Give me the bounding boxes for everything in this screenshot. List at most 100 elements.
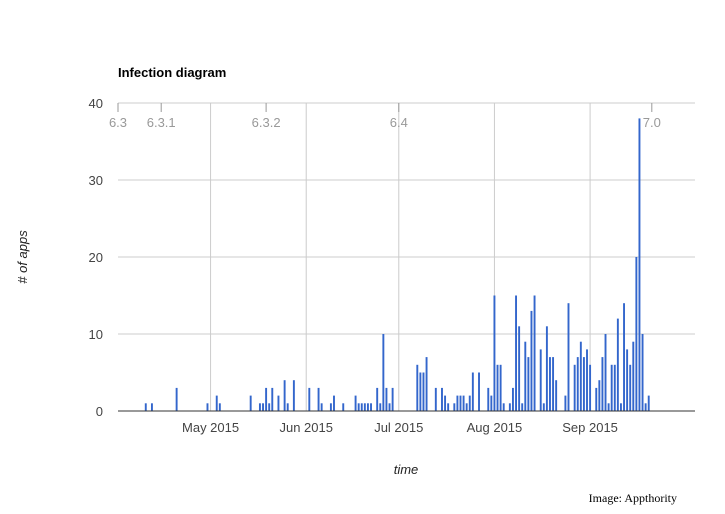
bar (499, 364, 502, 411)
bar (342, 403, 345, 411)
bar (604, 334, 607, 411)
bar (533, 295, 536, 411)
bar (258, 403, 261, 411)
bar (206, 403, 209, 411)
bar (595, 387, 598, 411)
bar (453, 403, 456, 411)
bar (354, 395, 357, 411)
bar (370, 403, 372, 411)
bar (576, 357, 579, 411)
bar (292, 380, 295, 411)
bar (376, 387, 379, 411)
bar (320, 403, 323, 411)
bar (613, 364, 616, 411)
bar (549, 357, 551, 411)
y-tick-label: 10 (89, 327, 103, 342)
bar (515, 295, 517, 411)
x-axis-label: time (394, 462, 419, 477)
bar (277, 395, 280, 411)
bar (471, 372, 474, 411)
bar (493, 295, 496, 411)
bar (385, 387, 388, 411)
bar (456, 395, 459, 411)
bar (218, 403, 221, 411)
y-tick-label: 0 (96, 404, 103, 419)
bar (598, 380, 601, 411)
bar (379, 403, 382, 411)
y-tick-label: 30 (89, 173, 103, 188)
release-marker-label: 6.4 (390, 115, 408, 130)
bar (610, 364, 613, 411)
x-tick-label: Jun 2015 (279, 420, 333, 435)
bar (447, 403, 450, 411)
bar (175, 387, 178, 411)
bar (425, 357, 428, 411)
bar (601, 357, 604, 411)
bar (518, 326, 521, 411)
bar (623, 303, 625, 411)
bar (490, 395, 493, 411)
release-marker-label: 6.3 (109, 115, 127, 130)
y-axis-label: # of apps (15, 230, 30, 284)
bars (144, 118, 650, 412)
bar (360, 403, 363, 411)
release-marker-label: 6.3.2 (252, 115, 281, 130)
bar (462, 395, 465, 411)
chart-title: Infection diagram (118, 65, 226, 80)
bar (567, 303, 570, 411)
bar (382, 334, 385, 411)
bar (487, 387, 490, 411)
bar (416, 364, 419, 411)
bar (286, 403, 289, 411)
bar (582, 357, 585, 411)
bar (508, 403, 511, 411)
bar (573, 364, 576, 411)
x-tick-label: May 2015 (182, 420, 239, 435)
bar (271, 387, 274, 411)
bar (391, 387, 394, 411)
bar (308, 387, 311, 411)
bar (638, 118, 641, 412)
bar (215, 395, 218, 411)
bar (607, 403, 610, 411)
bar (521, 403, 524, 411)
bar (268, 403, 271, 411)
bar (265, 387, 268, 411)
bar (502, 403, 505, 411)
bar (434, 387, 437, 411)
bar (468, 395, 471, 411)
y-tick-label: 20 (89, 250, 103, 265)
bar (539, 349, 542, 411)
bar (579, 341, 582, 411)
bar (647, 395, 650, 411)
bar (616, 318, 619, 411)
bar (459, 395, 462, 411)
x-tick-label: Sep 2015 (562, 420, 618, 435)
bar (366, 403, 369, 411)
bar (496, 364, 499, 411)
bar (586, 349, 588, 411)
image-credit: Image: Appthority (588, 491, 677, 505)
bar (555, 380, 558, 411)
bar (511, 387, 514, 411)
bar (524, 341, 527, 411)
bar (144, 403, 147, 411)
bar (363, 403, 366, 411)
bar (333, 395, 335, 411)
bar (530, 310, 533, 411)
release-marker-label: 7.0 (643, 115, 661, 130)
bar (641, 334, 644, 411)
bar (419, 372, 422, 411)
release-markers: 6.3 6.3.1 6.3.2 6.4 7.0 (109, 103, 661, 130)
gridlines (118, 102, 695, 411)
bar (262, 403, 264, 411)
bar (150, 403, 153, 411)
bar (619, 403, 622, 411)
bar (444, 395, 447, 411)
bar (478, 372, 480, 411)
x-tick-label: Aug 2015 (467, 420, 523, 435)
x-axis-ticks: May 2015 Jun 2015 Jul 2015 Aug 2015 Sep 2015 (182, 420, 618, 435)
bar (527, 357, 530, 411)
bar (441, 387, 443, 411)
